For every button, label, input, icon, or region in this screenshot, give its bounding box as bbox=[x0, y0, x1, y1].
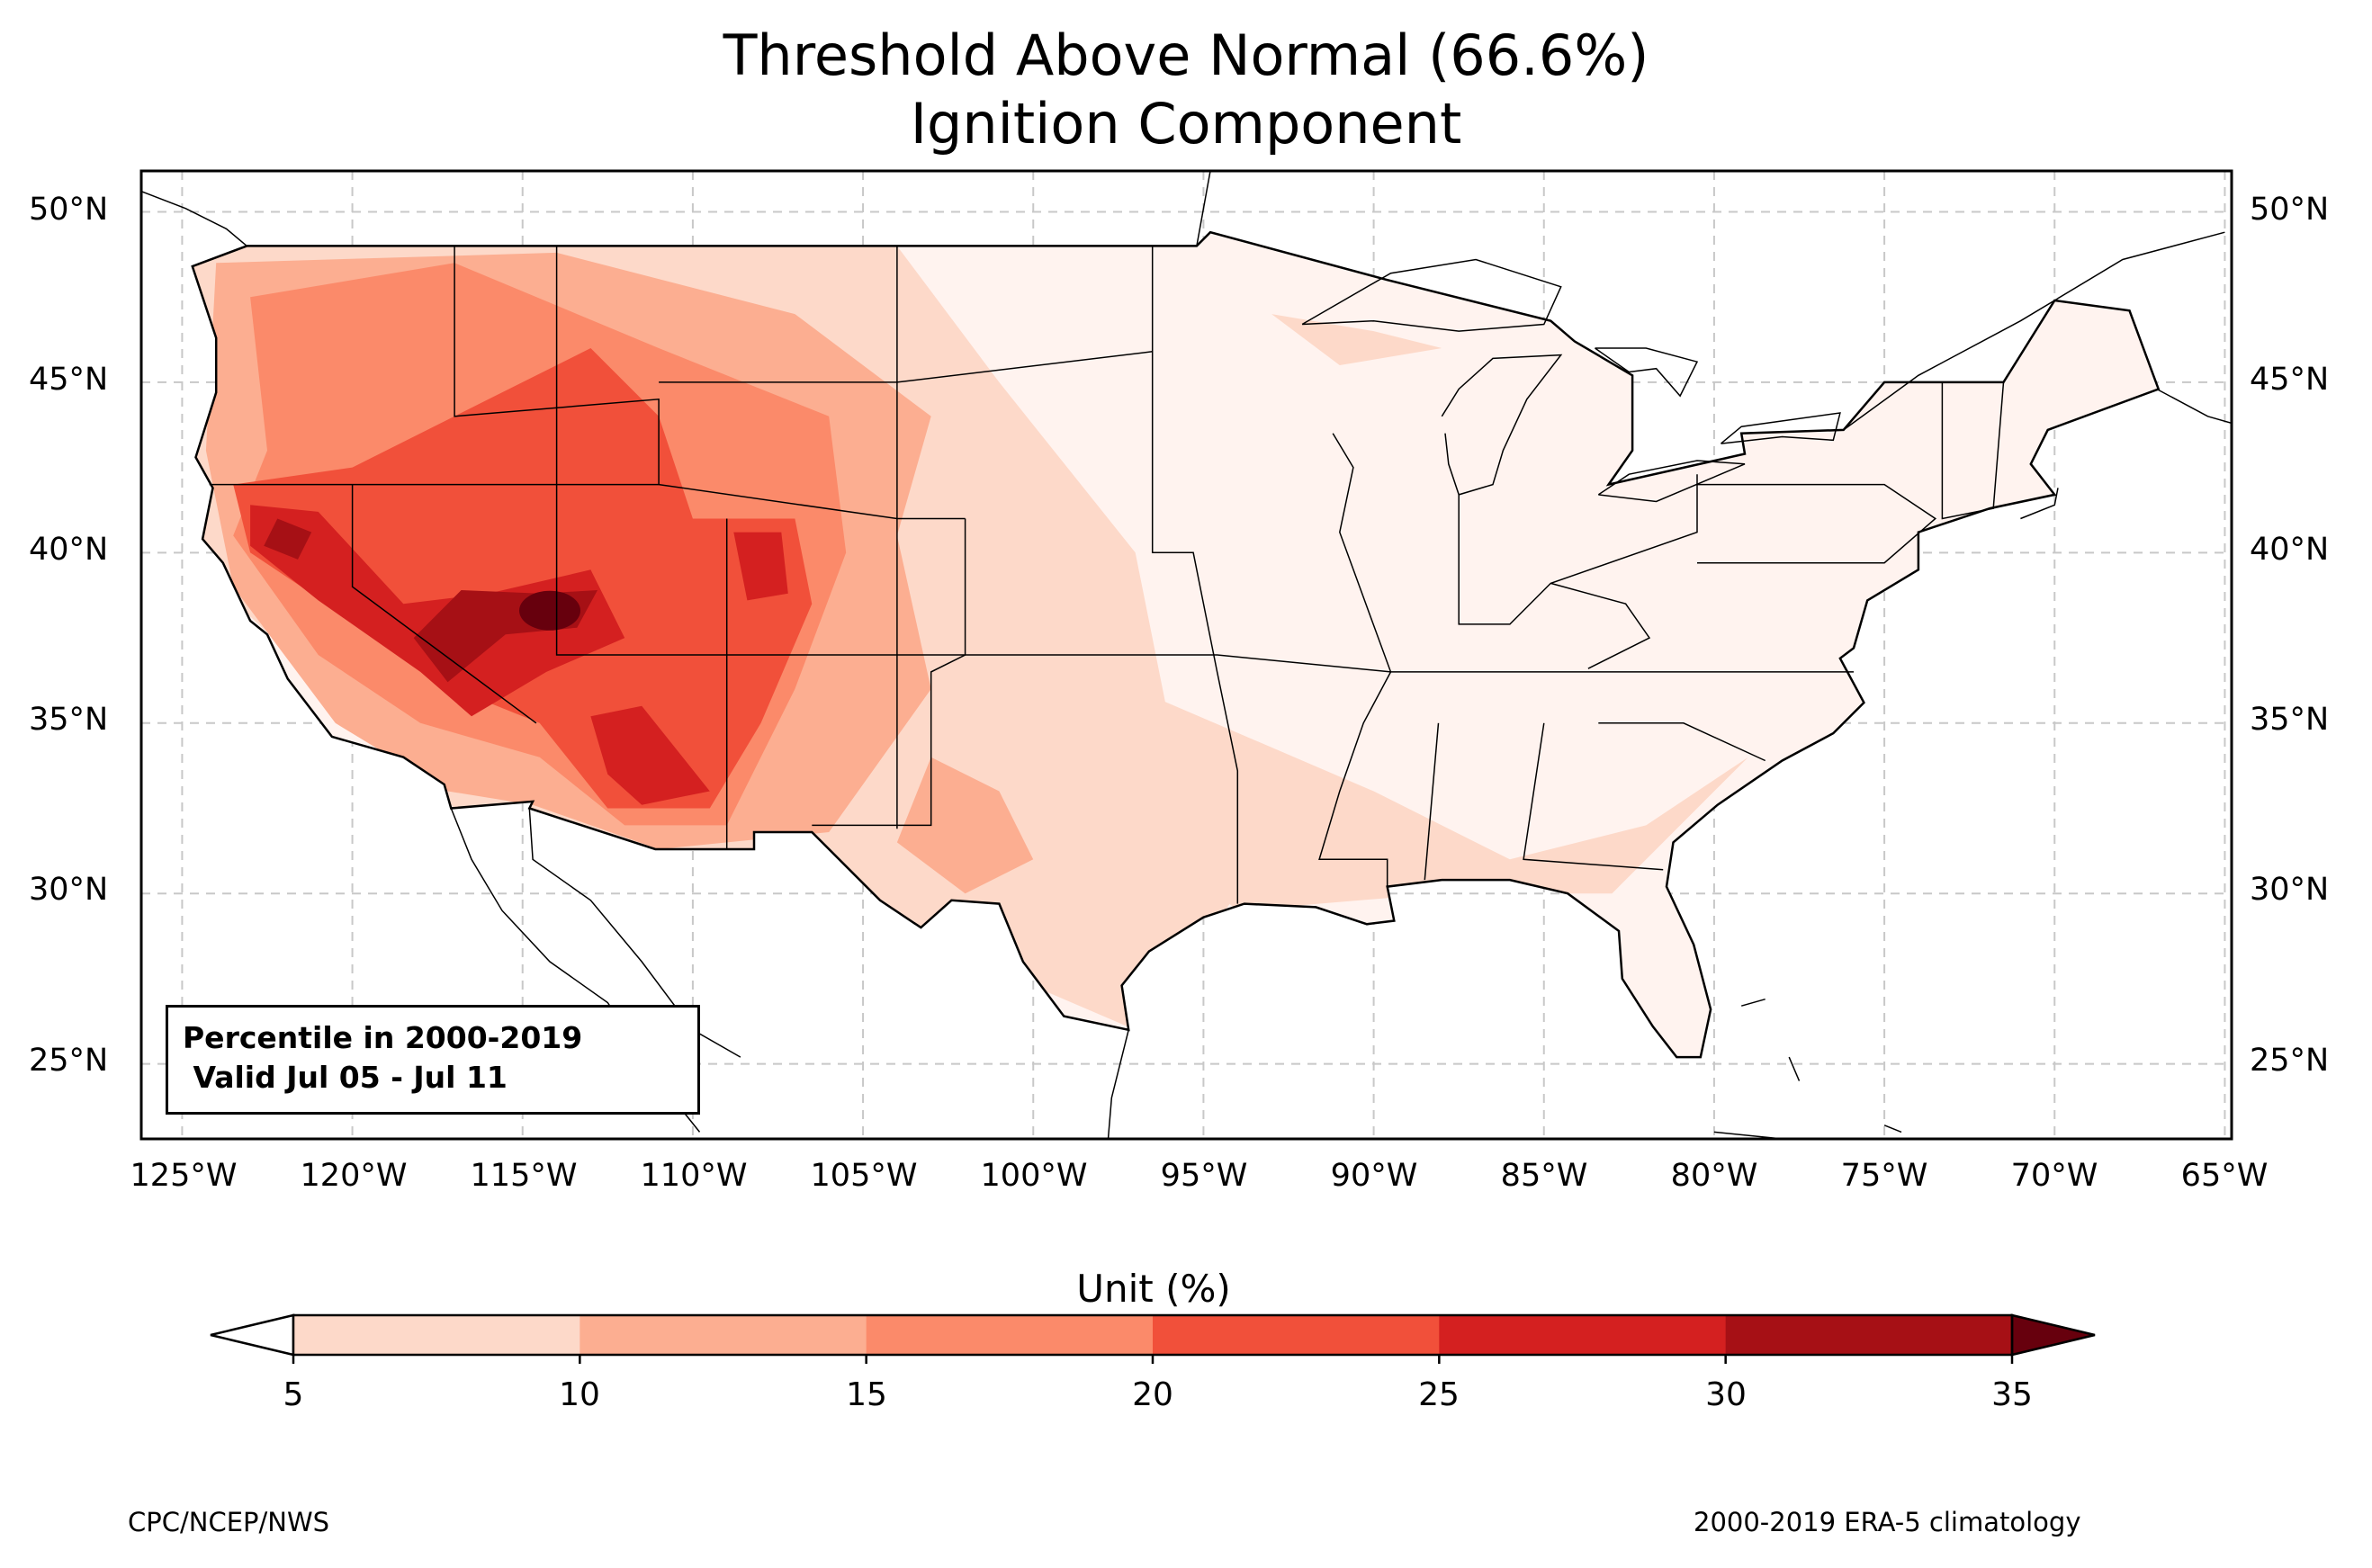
coast-border-line bbox=[1107, 1029, 1129, 1139]
lat-label: 30°N bbox=[29, 872, 109, 908]
coastlines bbox=[141, 171, 2232, 1139]
state-border bbox=[1697, 483, 1937, 564]
coast-border-line bbox=[528, 808, 741, 1058]
lat-label-right: 50°N bbox=[2250, 192, 2330, 228]
lon-label: 100°W bbox=[980, 1158, 1088, 1194]
heatmap-contour bbox=[250, 505, 625, 717]
coast-border-line bbox=[141, 191, 247, 246]
us-outline bbox=[191, 230, 2161, 1059]
lat-label: 45°N bbox=[29, 362, 109, 398]
heatmap-contour bbox=[233, 348, 813, 809]
colorbar-title: Unit (%) bbox=[1076, 1267, 1231, 1311]
colorbar-tick-label: 15 bbox=[846, 1376, 887, 1413]
state-border bbox=[351, 484, 537, 724]
state-border bbox=[1598, 722, 1766, 762]
chart-title-line2: Ignition Component bbox=[910, 91, 1462, 157]
colorbar-segment bbox=[1439, 1315, 1727, 1355]
lon-label: 70°W bbox=[2010, 1158, 2098, 1194]
state-border bbox=[1550, 582, 1651, 669]
colorbar-tick-label: 35 bbox=[1991, 1376, 2033, 1413]
heatmap-contour bbox=[264, 518, 312, 560]
heatmap-contour bbox=[733, 532, 788, 601]
lon-label: 105°W bbox=[810, 1158, 918, 1194]
state-border bbox=[1523, 722, 1664, 871]
lat-label: 25°N bbox=[29, 1043, 109, 1079]
chart-title-line1: Threshold Above Normal (66.6%) bbox=[723, 22, 1649, 88]
coast-border-line bbox=[1740, 998, 1766, 1007]
footer-climatology: 2000-2019 ERA-5 climatology bbox=[1694, 1507, 2081, 1537]
state-border bbox=[454, 246, 660, 485]
lat-label-right: 25°N bbox=[2250, 1043, 2330, 1079]
heatmap-contour bbox=[1135, 688, 1748, 911]
colorbar-segment bbox=[293, 1315, 580, 1355]
lon-label: 90°W bbox=[1330, 1158, 1418, 1194]
lon-label: 115°W bbox=[470, 1158, 578, 1194]
state-border bbox=[1318, 433, 1392, 887]
state-border bbox=[209, 483, 966, 520]
map-frame bbox=[139, 169, 2233, 1141]
coast-border-line bbox=[1883, 1124, 1902, 1133]
coast-border-line bbox=[1788, 1056, 1801, 1081]
lat-label: 35°N bbox=[29, 702, 109, 738]
coast-border-line bbox=[1597, 460, 1746, 503]
lat-label: 50°N bbox=[29, 192, 109, 228]
state-border bbox=[1424, 722, 1440, 881]
coast-border-line bbox=[1721, 412, 1841, 444]
lat-label-right: 40°N bbox=[2250, 532, 2330, 568]
lon-label: 120°W bbox=[300, 1158, 408, 1194]
footer-source: CPC/NCEP/NWS bbox=[128, 1507, 330, 1537]
colorbar-tick-label: 20 bbox=[1132, 1376, 1173, 1413]
lon-label: 85°W bbox=[1500, 1158, 1588, 1194]
lon-label: 125°W bbox=[130, 1158, 238, 1194]
colorbar-tick-label: 25 bbox=[1418, 1376, 1460, 1413]
coast-border-line bbox=[1441, 354, 1563, 496]
info-box: Percentile in 2000-2019 Valid Jul 05 - J… bbox=[166, 1005, 700, 1115]
colorbar-segment bbox=[866, 1315, 1154, 1355]
coast-border-line bbox=[1595, 347, 1699, 398]
colorbar-tick-label: 5 bbox=[283, 1376, 304, 1413]
lon-label: 65°W bbox=[2180, 1158, 2269, 1194]
colorbar-segment bbox=[580, 1315, 867, 1355]
lat-label: 40°N bbox=[29, 532, 109, 568]
coast-border-line bbox=[2020, 488, 2059, 520]
coast-border-line bbox=[1196, 171, 1211, 246]
coast-border-line bbox=[1301, 258, 1562, 332]
colorbar-over-arrow bbox=[2010, 1313, 2096, 1357]
colorbar-tick-label: 10 bbox=[559, 1376, 600, 1413]
lon-label: 80°W bbox=[1670, 1158, 1758, 1194]
lat-label-right: 45°N bbox=[2250, 362, 2330, 398]
state-border bbox=[1458, 474, 1698, 625]
colorbar bbox=[210, 1313, 2096, 1364]
heatmap-contour bbox=[1271, 314, 1442, 365]
colorbar-under-arrow bbox=[210, 1313, 295, 1357]
state-border bbox=[555, 246, 1854, 673]
info-box-line1: Percentile in 2000-2019 bbox=[183, 1020, 583, 1055]
state-border bbox=[1151, 246, 1239, 904]
colorbar-segment bbox=[1153, 1315, 1440, 1355]
heatmap-peak bbox=[519, 590, 581, 631]
state-border bbox=[812, 518, 966, 827]
coast-border-line bbox=[1843, 231, 2225, 431]
lat-label-right: 35°N bbox=[2250, 702, 2330, 738]
colorbar-segment bbox=[1725, 1315, 2013, 1355]
lon-label: 95°W bbox=[1160, 1158, 1248, 1194]
heatmap-contour bbox=[590, 705, 710, 805]
state-border bbox=[1941, 381, 2005, 520]
lon-label: 75°W bbox=[1840, 1158, 1928, 1194]
lon-label: 110°W bbox=[640, 1158, 748, 1194]
lat-label-right: 30°N bbox=[2250, 872, 2330, 908]
coast-border-line bbox=[2156, 388, 2232, 425]
info-box-line2: Valid Jul 05 - Jul 11 bbox=[183, 1060, 508, 1095]
colorbar-tick-label: 30 bbox=[1705, 1376, 1747, 1413]
heatmap-layer bbox=[192, 232, 2159, 1058]
